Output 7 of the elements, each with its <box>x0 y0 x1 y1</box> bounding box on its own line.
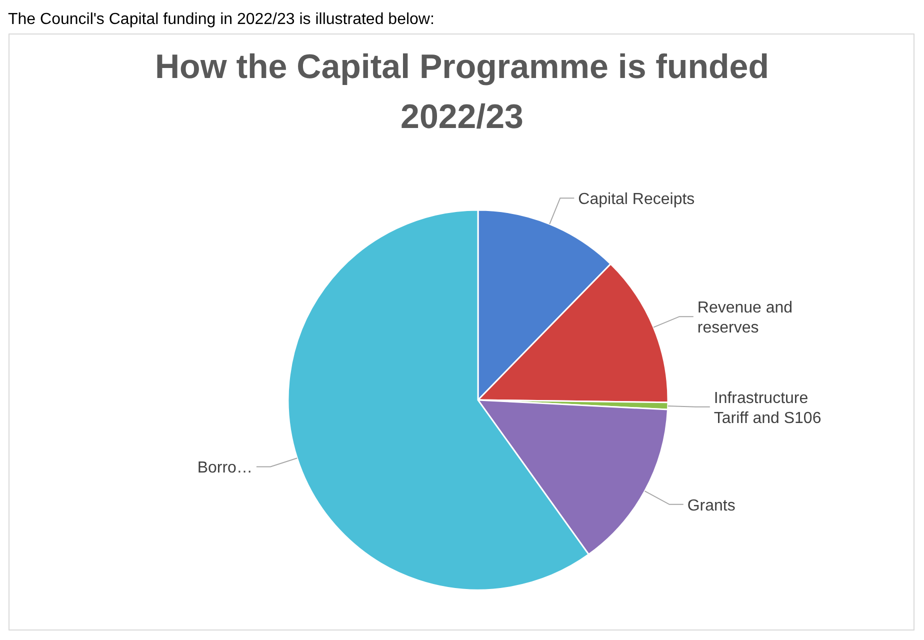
slice-label: Capital Receipts <box>578 191 695 208</box>
slice-label: Revenue and reserves <box>697 300 793 337</box>
text: The Council's Capital funding in 2022/23 is illustrated below: <box>8 11 434 28</box>
slice-label: Borro… <box>197 460 252 477</box>
slice-label: Grants <box>687 497 736 514</box>
chart-title: How the Capital Programme is funded 2022/23 <box>155 48 769 136</box>
slice-label: Infrastructure Tariff and S106 <box>714 390 822 427</box>
